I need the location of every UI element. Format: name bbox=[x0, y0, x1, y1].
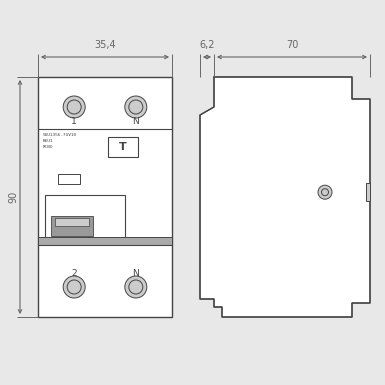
Text: 2: 2 bbox=[71, 268, 77, 278]
Circle shape bbox=[67, 100, 81, 114]
Circle shape bbox=[129, 280, 143, 294]
Text: T: T bbox=[119, 142, 127, 152]
Text: 6,2: 6,2 bbox=[199, 40, 215, 50]
Text: N: N bbox=[132, 117, 139, 126]
Circle shape bbox=[125, 276, 147, 298]
Circle shape bbox=[63, 276, 85, 298]
Circle shape bbox=[125, 96, 147, 118]
Text: 90: 90 bbox=[8, 191, 18, 203]
Text: B6U1: B6U1 bbox=[43, 139, 54, 143]
Polygon shape bbox=[200, 77, 370, 317]
Bar bbox=[108, 137, 138, 157]
Circle shape bbox=[321, 189, 328, 196]
Circle shape bbox=[318, 185, 332, 199]
Text: 35,4: 35,4 bbox=[94, 40, 116, 50]
Bar bbox=[38, 77, 172, 317]
Circle shape bbox=[63, 96, 85, 118]
Text: 1: 1 bbox=[71, 117, 77, 126]
Bar bbox=[58, 174, 80, 184]
Text: RCBO: RCBO bbox=[43, 145, 54, 149]
Bar bbox=[55, 218, 89, 226]
Text: N: N bbox=[132, 268, 139, 278]
Bar bbox=[38, 237, 172, 245]
Text: 70: 70 bbox=[286, 40, 298, 50]
Circle shape bbox=[67, 280, 81, 294]
Circle shape bbox=[129, 100, 143, 114]
Bar bbox=[366, 183, 370, 201]
Bar bbox=[45, 195, 125, 240]
Text: 5SU1356-7GV10: 5SU1356-7GV10 bbox=[43, 133, 77, 137]
Bar bbox=[51, 216, 93, 236]
